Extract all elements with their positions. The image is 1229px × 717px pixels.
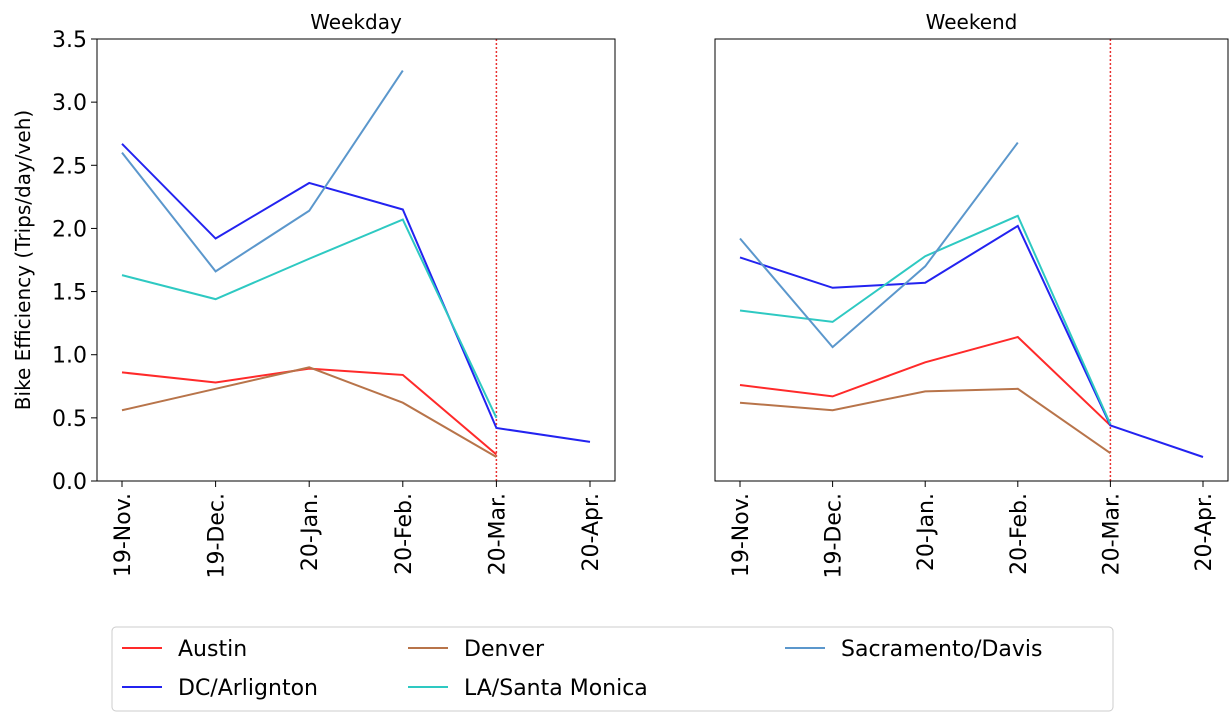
y-tick-label: 0.5 [52, 407, 87, 432]
y-tick-label: 0.0 [52, 470, 87, 495]
chart-title: Weekday [310, 10, 402, 34]
y-tick-label: 2.5 [52, 154, 87, 179]
x-tick-label: 20-Feb. [1007, 493, 1032, 575]
y-tick-label: 2.0 [52, 217, 87, 242]
x-tick-label: 20-Jan. [298, 493, 323, 571]
x-tick-label: 20-Jan. [914, 493, 939, 571]
y-tick-label: 3.0 [52, 91, 87, 116]
legend-label: LA/Santa Monica [464, 676, 648, 701]
x-tick-label: 20-Mar. [485, 493, 510, 575]
series-line: LA/Santa Monica [121, 218, 498, 419]
series-line: Denver [739, 387, 1111, 455]
legend-label: DC/Arlignton [178, 676, 318, 701]
y-tick-label: 1.0 [52, 344, 87, 369]
legend-label: Sacramento/Davis [841, 637, 1043, 662]
series-line: Sacramento/Davis [739, 141, 1019, 349]
series-line: Austin [121, 367, 498, 456]
x-tick-label: 20-Mar. [1099, 493, 1124, 575]
series-line: Sacramento/Davis [121, 70, 404, 273]
y-tick-label: 3.5 [52, 28, 87, 53]
plot-frame [96, 38, 616, 482]
x-tick-label: 20-Feb. [392, 493, 417, 575]
x-tick-label: 19-Dec. [822, 493, 847, 579]
x-tick-label: 20-Apr. [579, 493, 604, 571]
x-tick-label: 20-Apr. [1192, 493, 1217, 571]
chart-title: Weekend [926, 10, 1018, 34]
series-line: LA/Santa Monica [739, 214, 1112, 425]
series-line: DC/Arlignton [121, 143, 591, 443]
y-axis-label: Bike Efficiency (Trips/day/veh) [11, 110, 35, 410]
x-tick-label: 19-Nov. [729, 493, 754, 577]
series-line: Denver [121, 366, 497, 458]
x-tick-label: 19-Nov. [111, 493, 136, 577]
y-tick-label: 1.5 [52, 281, 87, 306]
series-line: DC/Arlignton [739, 224, 1204, 458]
plot-frame [714, 38, 1229, 482]
legend-box [111, 626, 1114, 712]
legend-label: Austin [178, 637, 247, 662]
x-tick-label: 19-Dec. [205, 493, 230, 579]
series-line: Austin [739, 335, 1112, 427]
legend-label: Denver [464, 637, 545, 662]
